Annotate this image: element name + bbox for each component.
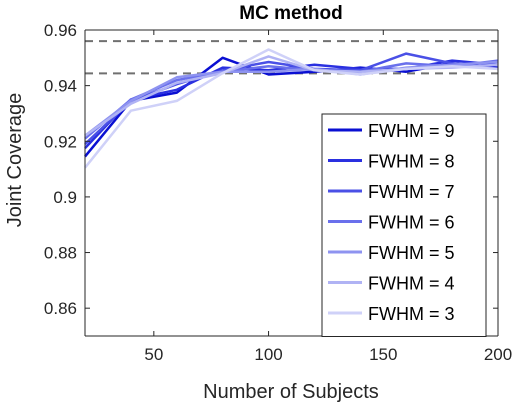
- y-tick-label: 0.94: [44, 77, 77, 96]
- y-tick-label: 0.86: [44, 299, 77, 318]
- x-tick-label: 200: [484, 345, 512, 364]
- series-lines: [84, 48, 499, 169]
- y-tick-label: 0.9: [53, 188, 77, 207]
- series-line-5: [84, 60, 499, 137]
- legend-box: [321, 113, 487, 337]
- legend-label-1: FWHM = 9: [368, 121, 455, 141]
- legend-label-4: FWHM = 6: [368, 213, 455, 233]
- legend-label-2: FWHM = 8: [368, 152, 455, 172]
- x-tick-label: 100: [254, 345, 282, 364]
- y-tick-label: 0.88: [44, 244, 77, 263]
- chart-title: MC method: [239, 3, 342, 24]
- x-tick-label: 150: [369, 345, 397, 364]
- legend-label-7: FWHM = 3: [368, 304, 455, 324]
- y-tick-label: 0.96: [44, 21, 77, 40]
- x-tick-label: 50: [144, 345, 163, 364]
- series-line-7: [84, 48, 499, 169]
- ticks: 50 100 150 200 0.86 0.88 0.9 0.92 0.94 0.96: [44, 21, 512, 364]
- legend-label-3: FWHM = 7: [368, 182, 455, 202]
- legend-label-5: FWHM = 5: [368, 243, 455, 263]
- legend-label-6: FWHM = 4: [368, 274, 455, 294]
- y-tick-label: 0.92: [44, 132, 77, 151]
- x-axis-label: Number of Subjects: [203, 381, 379, 403]
- legend: FWHM = 9 FWHM = 8 FWHM = 7 FWHM = 6 FWHM = 5…: [321, 113, 487, 337]
- y-axis-label: Joint Coverage: [4, 93, 26, 228]
